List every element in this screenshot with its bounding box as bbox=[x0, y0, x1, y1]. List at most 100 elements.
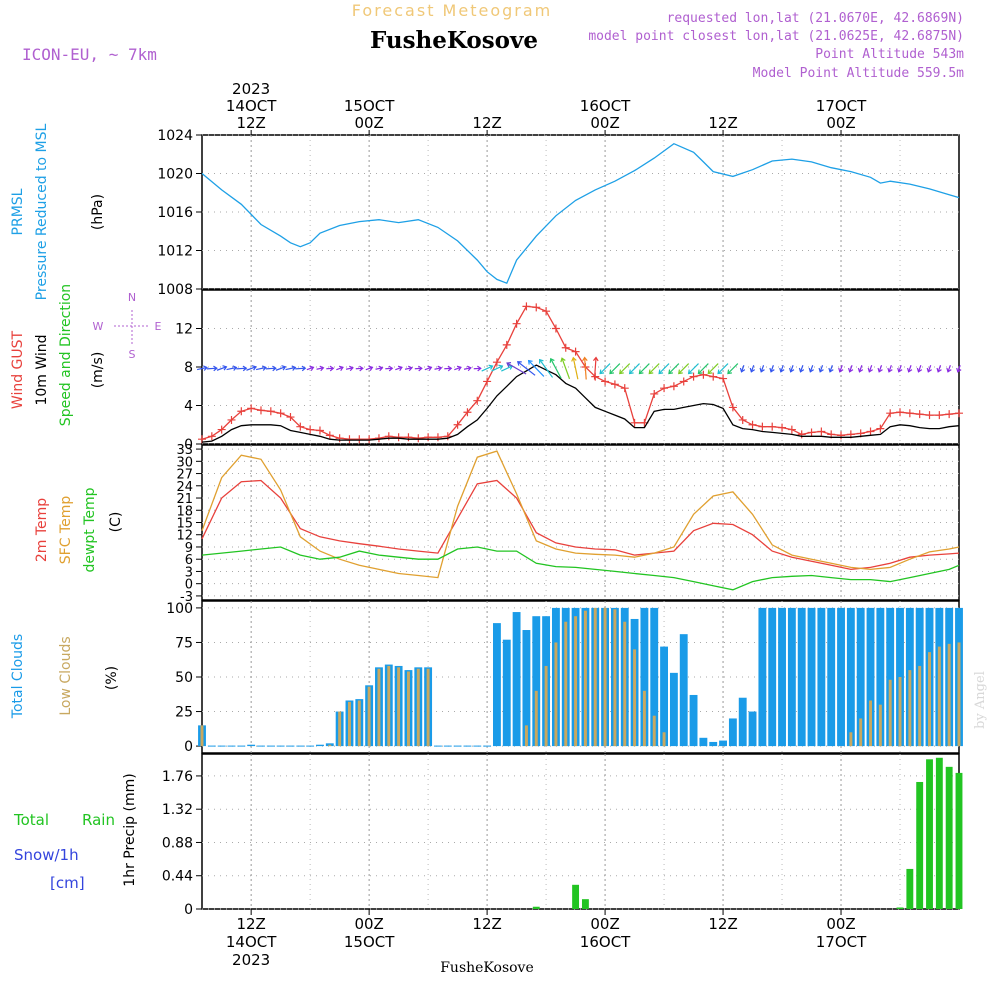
gust-point bbox=[227, 415, 236, 424]
wind-arrow-head bbox=[359, 365, 364, 372]
gust-point bbox=[807, 428, 816, 437]
gust-point bbox=[915, 410, 924, 419]
bar-low-clouds bbox=[888, 679, 892, 747]
y-tick-label: -3 bbox=[180, 590, 193, 605]
wind-arrow-head bbox=[527, 359, 533, 365]
bar-low-clouds bbox=[377, 668, 381, 747]
point-altitude: Point Altitude 543m bbox=[815, 47, 964, 62]
wind-arrow-head bbox=[717, 369, 723, 375]
wind-arrow-head bbox=[202, 365, 208, 371]
wind-arrow-head bbox=[348, 365, 354, 372]
wind-arrow-head bbox=[847, 367, 854, 373]
wind-arrow-head bbox=[788, 367, 795, 373]
wind-arrow-head bbox=[582, 356, 588, 362]
y-tick-label: 3 bbox=[185, 565, 193, 580]
series-line-prmsl bbox=[201, 142, 960, 285]
wind-direction-arrow bbox=[629, 363, 640, 374]
bar-total-clouds bbox=[719, 740, 727, 747]
gust-point bbox=[473, 396, 482, 405]
model-label: ICON-EU, ~ 7km bbox=[22, 45, 157, 64]
bar-low-clouds bbox=[869, 700, 872, 747]
gust-point bbox=[748, 420, 757, 429]
wind-arrow-head bbox=[897, 367, 903, 373]
gust-point bbox=[266, 407, 275, 416]
gust-point bbox=[945, 410, 954, 419]
bar-low-clouds bbox=[878, 704, 882, 747]
wind-arrow-head bbox=[838, 367, 844, 373]
bar-low-clouds bbox=[652, 715, 656, 747]
wind-arrow-head bbox=[727, 369, 732, 375]
gust-point bbox=[935, 411, 944, 420]
requested-coords: requested lon,lat (21.0670E, 42.6869N) bbox=[667, 11, 964, 26]
bar-low-clouds bbox=[908, 670, 912, 747]
y-tick-label: 1.76 bbox=[162, 769, 193, 785]
wind-arrow-head bbox=[828, 367, 834, 373]
bar-low-clouds bbox=[416, 668, 420, 747]
bar-low-clouds bbox=[583, 610, 587, 747]
wind-arrow-head bbox=[437, 365, 443, 372]
footer-location: FusheKosove bbox=[440, 960, 534, 976]
bar-low-clouds bbox=[623, 621, 627, 747]
wind-direction-arrow bbox=[717, 363, 729, 374]
bar-total-clouds bbox=[493, 623, 501, 747]
wind-arrow-head bbox=[291, 365, 297, 371]
bar-low-clouds bbox=[397, 667, 401, 747]
wind-direction-arrow bbox=[528, 360, 545, 377]
wind-direction-arrow bbox=[599, 363, 611, 374]
y-tick-label: 0 bbox=[184, 437, 193, 453]
gust-point bbox=[247, 404, 256, 413]
bar-total-clouds bbox=[768, 607, 777, 747]
gust-point bbox=[660, 384, 669, 393]
bar-low-clouds bbox=[367, 686, 371, 747]
bottom-time-label: 17OCT bbox=[816, 933, 867, 951]
wind-direction-arrow bbox=[957, 365, 961, 373]
bar-total-clouds bbox=[787, 607, 796, 747]
bar-low-clouds bbox=[633, 649, 637, 747]
bar-total-clouds bbox=[650, 607, 659, 747]
wind-direction-arrow bbox=[927, 365, 932, 373]
gust-point bbox=[679, 377, 688, 386]
bar-low-clouds bbox=[918, 665, 922, 747]
y-tick-label: 9 bbox=[185, 541, 193, 556]
top-time-label: 12Z bbox=[472, 114, 501, 132]
wind-arrow-head bbox=[447, 365, 453, 372]
wind-arrow-head bbox=[498, 364, 504, 370]
gust-point bbox=[502, 340, 511, 349]
wind-direction-arrow bbox=[275, 366, 286, 371]
label-ms: (m/s) bbox=[90, 352, 106, 389]
wind-direction-arrow bbox=[727, 363, 739, 374]
gust-point bbox=[669, 382, 678, 391]
wind-arrow-head bbox=[388, 365, 394, 372]
y-tick-label: 75 bbox=[175, 635, 193, 651]
wind-direction-arrow bbox=[584, 357, 587, 380]
wind-arrow-head bbox=[638, 369, 644, 375]
wind-arrow-head bbox=[261, 365, 267, 371]
top-time-label: 00Z bbox=[590, 114, 619, 132]
gust-point bbox=[276, 409, 285, 418]
gust-point bbox=[335, 434, 344, 443]
bar-total-clouds bbox=[827, 607, 836, 747]
wind-arrow-head bbox=[516, 361, 522, 366]
wind-direction-arrow bbox=[561, 357, 571, 380]
wind-direction-arrow bbox=[365, 366, 373, 371]
label-total-clouds: Total Clouds bbox=[10, 634, 26, 719]
wind-arrow-head bbox=[619, 369, 624, 375]
top-time-label: 16OCT bbox=[580, 97, 631, 115]
label-snow: Snow/1h bbox=[14, 846, 79, 864]
wind-direction-arrow bbox=[937, 365, 942, 373]
wind-direction-arrow bbox=[345, 367, 354, 370]
gust-point bbox=[620, 384, 629, 393]
label-celsius: (C) bbox=[108, 512, 124, 533]
wind-arrow-head bbox=[488, 364, 494, 370]
wind-direction-arrow bbox=[454, 366, 462, 371]
wind-direction-arrow bbox=[481, 365, 493, 372]
wind-arrow-head bbox=[749, 367, 756, 373]
wind-arrow-head bbox=[466, 365, 472, 372]
wind-direction-arrow bbox=[609, 363, 621, 374]
label-cm: [cm] bbox=[50, 874, 85, 892]
y-tick-label: 18 bbox=[176, 504, 193, 519]
gust-point bbox=[817, 427, 826, 436]
y-tick-label: 30 bbox=[176, 455, 193, 470]
bar-total-rain bbox=[935, 757, 943, 909]
bar-low-clouds bbox=[544, 665, 548, 747]
